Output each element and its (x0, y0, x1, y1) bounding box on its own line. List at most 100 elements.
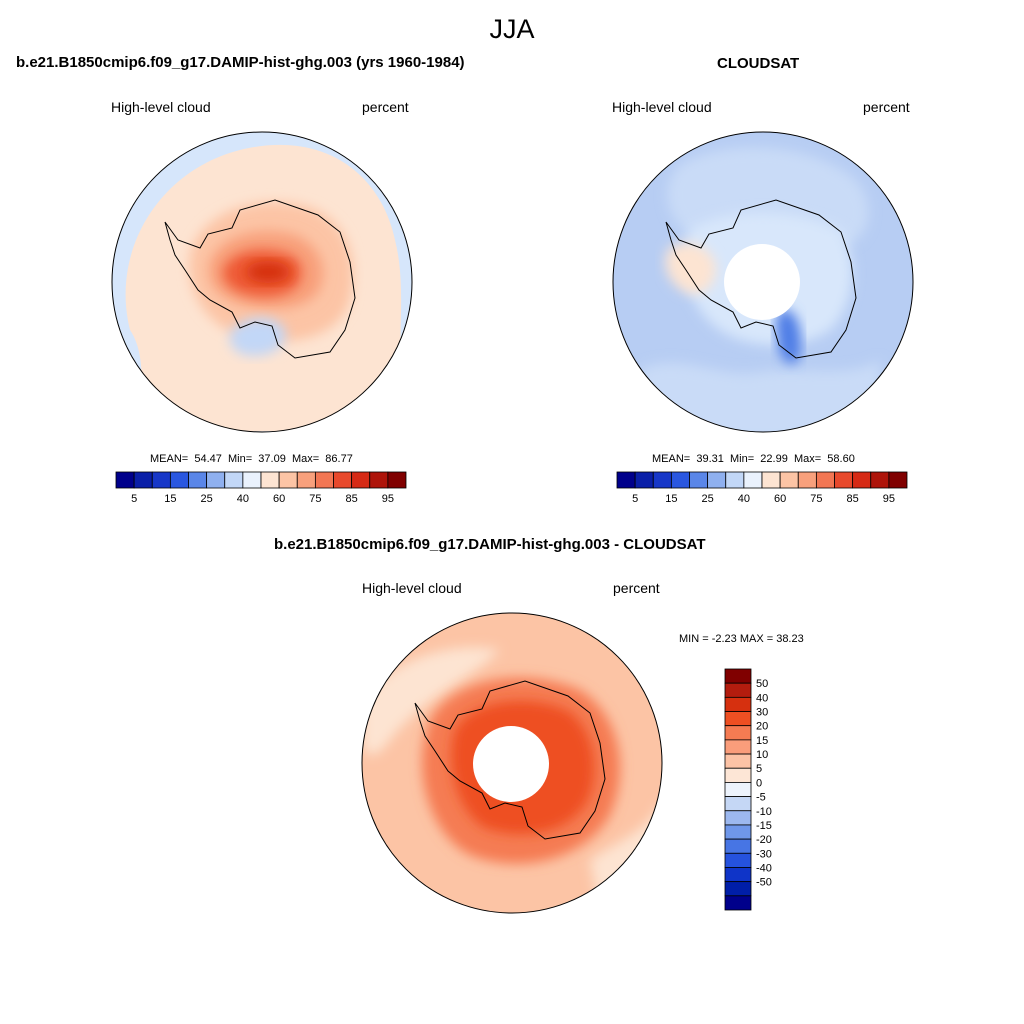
diff-colorbar-swatch (724, 767, 752, 783)
diff-colorbar-tick-label: 0 (756, 777, 762, 789)
model-min-label: Min= (228, 453, 253, 465)
model-colorbar-swatch (296, 471, 316, 489)
diff-colorbar-tick-label: -5 (756, 792, 766, 804)
obs-min-label: Min= (730, 453, 755, 465)
obs-max-label: Max= (793, 453, 822, 465)
model-units-label: percent (362, 99, 409, 115)
obs-colorbar-tick-label: 25 (702, 493, 714, 505)
model-polar-map (111, 131, 413, 433)
diff-colorbar-swatch (724, 867, 752, 883)
obs-colorbar-swatch (616, 471, 636, 489)
obs-colorbar-swatch (852, 471, 872, 489)
diff-colorbar-tick-label: -20 (756, 834, 772, 846)
obs-colorbar-tick-label: 5 (632, 493, 638, 505)
model-colorbar-tick-label: 95 (382, 493, 394, 505)
diff-colorbar-swatch (724, 725, 752, 741)
obs-colorbar-swatch (743, 471, 763, 489)
obs-mean-label: MEAN= (652, 453, 691, 465)
model-field-weddell-low (229, 317, 286, 356)
diff-colorbar-tick-label: -30 (756, 848, 772, 860)
model-mean-label: MEAN= (150, 453, 189, 465)
obs-colorbar-tick-label: 95 (883, 493, 895, 505)
obs-map-border (612, 131, 914, 433)
diff-stats: MIN = -2.23 MAX = 38.23 (679, 633, 804, 645)
obs-panel-title: CLOUDSAT (717, 55, 800, 72)
model-colorbar-swatch (188, 471, 208, 489)
diff-antarctica-coastline (414, 680, 606, 840)
model-colorbar-swatch (387, 471, 407, 489)
diff-colorbar-swatch (724, 796, 752, 812)
diff-colorbar-tick-label: 40 (756, 692, 768, 704)
model-colorbar-swatch (333, 471, 353, 489)
model-colorbar-swatch (115, 471, 135, 489)
diff-colorbar-swatch (724, 668, 752, 684)
model-colorbar-tick-label: 75 (309, 493, 321, 505)
diff-colorbar-tick-label: -15 (756, 820, 772, 832)
obs-colorbar-swatch (888, 471, 908, 489)
diff-colorbar-tick-label: 15 (756, 735, 768, 747)
obs-colorbar-swatch (797, 471, 817, 489)
diff-field-patch-1 (362, 647, 500, 755)
model-colorbar-swatch (278, 471, 298, 489)
diff-colorbar-swatch (724, 753, 752, 769)
obs-colorbar-tick-label: 40 (738, 493, 750, 505)
model-antarctica-coastline (164, 199, 356, 359)
model-panel-title: b.e21.B1850cmip6.f09_g17.DAMIP-hist-ghg.… (16, 54, 465, 71)
diff-colorbar-tick-label: 5 (756, 763, 762, 775)
diff-colorbar-swatch (724, 739, 752, 755)
model-colorbar-swatch (206, 471, 226, 489)
obs-colorbar: 5 15 25 40 60 75 85 95 (616, 471, 908, 505)
diff-colorbar-tick-label: 30 (756, 707, 768, 719)
obs-max-value: 58.60 (827, 453, 855, 465)
obs-mean-value: 39.31 (696, 453, 724, 465)
obs-missing-pole (724, 244, 800, 320)
diff-colorbar-swatch (724, 696, 752, 712)
diff-colorbar-swatch (724, 852, 752, 868)
obs-colorbar-tick-label: 75 (810, 493, 822, 505)
obs-colorbar-swatch (761, 471, 781, 489)
diff-colorbar-tick-label: -40 (756, 862, 772, 874)
obs-colorbar-swatch (834, 471, 854, 489)
model-colorbar-swatch (369, 471, 389, 489)
model-colorbar-swatch (151, 471, 171, 489)
model-mean-value: 54.47 (194, 453, 222, 465)
diff-panel-title: b.e21.B1850cmip6.f09_g17.DAMIP-hist-ghg.… (274, 536, 706, 553)
obs-colorbar-swatch (707, 471, 727, 489)
diff-units-label: percent (613, 580, 660, 596)
obs-colorbar-swatch (652, 471, 672, 489)
obs-stats: MEAN= 39.31 Min= 22.99 Max= 58.60 (652, 453, 855, 465)
model-colorbar-swatch (224, 471, 244, 489)
obs-colorbar-swatch (634, 471, 654, 489)
obs-colorbar-swatch (725, 471, 745, 489)
diff-colorbar-swatch (724, 782, 752, 797)
diff-variable-label: High-level cloud (362, 580, 462, 596)
obs-colorbar-tick-label: 60 (774, 493, 786, 505)
obs-colorbar-tick-label: 15 (665, 493, 677, 505)
obs-polar-map (612, 131, 914, 433)
obs-colorbar-swatch (815, 471, 835, 489)
model-colorbar: 5 15 25 40 60 75 85 95 (115, 471, 407, 505)
diff-colorbar-swatch (724, 711, 752, 727)
diff-map-border (361, 612, 663, 914)
obs-field-peninsula-high (665, 242, 716, 295)
model-colorbar-swatch (133, 471, 153, 489)
obs-field-low (775, 309, 802, 364)
obs-min-value: 22.99 (760, 453, 788, 465)
diff-colorbar-tick-label: 10 (756, 749, 768, 761)
obs-colorbar-swatch (779, 471, 799, 489)
diff-colorbar-swatch (724, 895, 752, 911)
diff-colorbar-tick-label: -50 (756, 877, 772, 889)
model-max-label: Max= (291, 453, 320, 465)
diff-colorbar-tick-label: 20 (756, 721, 768, 733)
obs-variable-label: High-level cloud (612, 99, 712, 115)
model-variable-label: High-level cloud (111, 99, 211, 115)
obs-colorbar-tick-label: 85 (847, 493, 859, 505)
model-colorbar-swatch (314, 471, 334, 489)
diff-colorbar-tick-label: 50 (756, 678, 768, 690)
model-colorbar-tick-label: 85 (346, 493, 358, 505)
diff-polar-map (361, 612, 663, 914)
model-colorbar-tick-label: 5 (131, 493, 137, 505)
diff-colorbar-swatch (724, 881, 752, 897)
model-colorbar-tick-label: 15 (164, 493, 176, 505)
